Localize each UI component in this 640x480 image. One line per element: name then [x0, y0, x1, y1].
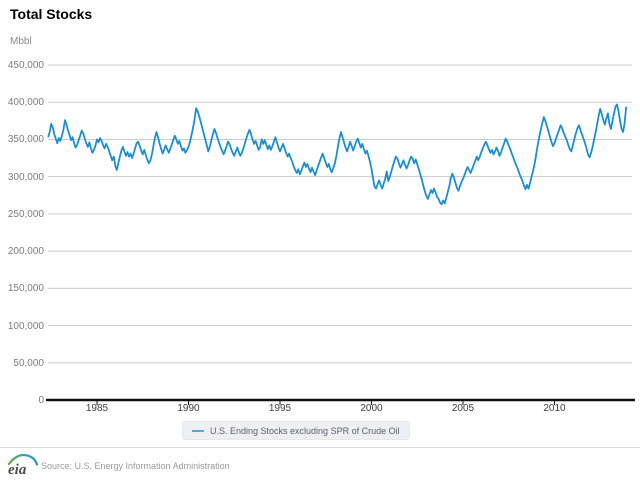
- y-tick-label: 50,000: [13, 357, 44, 369]
- source-text: Source: U.S. Energy Information Administ…: [41, 461, 230, 471]
- y-tick-label: 350,000: [7, 134, 44, 146]
- x-tick-label: 2005: [451, 403, 475, 414]
- legend: U.S. Ending Stocks excluding SPR of Crud…: [182, 421, 410, 440]
- y-tick-label: 300,000: [7, 171, 44, 183]
- page-title: Total Stocks: [10, 6, 93, 22]
- x-tick-label: 2000: [360, 403, 383, 414]
- legend-line-swatch: [192, 429, 204, 432]
- y-tick-label: 100,000: [7, 320, 44, 332]
- x-tick-label: 2010: [543, 403, 566, 414]
- x-tick-label: 1995: [268, 403, 292, 414]
- y-tick-label: 0: [38, 395, 44, 406]
- y-tick-label: 450,000: [7, 60, 44, 71]
- y-axis-unit-label: Mbbl: [10, 36, 32, 47]
- legend-label: U.S. Ending Stocks excluding SPR of Crud…: [210, 425, 400, 436]
- x-tick-label: 1990: [177, 403, 200, 414]
- y-tick-label: 250,000: [7, 208, 44, 220]
- y-tick-label: 150,000: [7, 283, 44, 295]
- y-tick-label: 400,000: [7, 97, 44, 109]
- footer-divider: [0, 447, 640, 448]
- y-tick-label: 200,000: [7, 246, 44, 258]
- eia-logo-text: eia: [8, 462, 27, 478]
- series-line: [47, 103, 628, 206]
- eia-swoosh: [7, 453, 39, 466]
- plot-area: [46, 64, 635, 405]
- x-tick-label: 1985: [85, 403, 109, 414]
- eia-logo: eia: [7, 453, 39, 478]
